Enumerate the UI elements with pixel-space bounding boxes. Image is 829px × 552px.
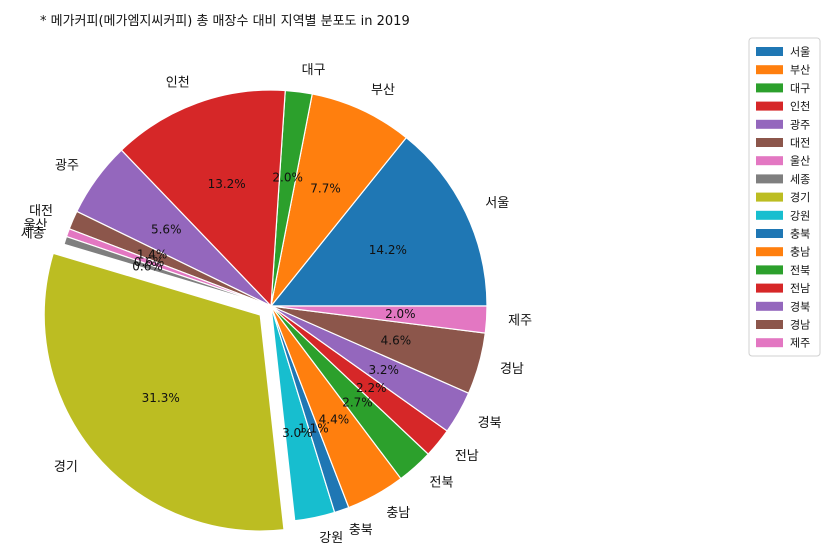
pct-label-광주: 5.6%	[151, 223, 182, 237]
slice-label-경기: 경기	[54, 460, 78, 475]
slice-label-전남: 전남	[455, 449, 479, 464]
legend-label-경북: 경북	[790, 300, 810, 313]
slice-label-대전: 대전	[29, 204, 53, 219]
pct-label-경북: 3.2%	[368, 363, 399, 377]
pct-label-세종: 0.6%	[132, 260, 163, 274]
legend-swatch-제주	[756, 338, 783, 348]
legend-swatch-광주	[756, 119, 783, 129]
pct-label-서울: 14.2%	[369, 243, 407, 257]
pct-label-충북: 1.1%	[298, 421, 329, 435]
legend-label-광주: 광주	[790, 118, 810, 131]
legend-label-울산: 울산	[790, 155, 810, 168]
legend-swatch-전북	[756, 265, 783, 275]
legend-swatch-대구	[756, 83, 783, 93]
legend-swatch-전남	[756, 283, 783, 293]
pct-label-강원: 3.0%	[282, 426, 313, 440]
pct-label-경남: 4.6%	[381, 334, 412, 348]
slice-제주	[270, 305, 488, 334]
slice-경기	[43, 252, 285, 532]
legend-label-대전: 대전	[790, 137, 810, 150]
legend-swatch-경남	[756, 320, 783, 329]
pie-slices	[43, 89, 488, 532]
legend-label-전북: 전북	[790, 264, 810, 277]
slice-label-대구: 대구	[302, 63, 326, 78]
legend-label-부산: 부산	[790, 64, 810, 77]
pct-label-부산: 7.7%	[310, 181, 341, 195]
percent-labels: 14.2% 7.7% 2.0% 13.2% 5.6% 1.4%0.6%0.6% 31.3% 3…	[132, 170, 415, 439]
legend-label-강원: 강원	[790, 209, 810, 222]
legend-swatch-울산	[756, 156, 783, 166]
slice-인천	[120, 89, 286, 308]
pct-label-전북: 2.7%	[342, 396, 373, 410]
legend-label-충북: 충북	[790, 228, 810, 241]
legend-swatch-부산	[756, 65, 783, 75]
slice-label-인천: 인천	[166, 75, 190, 90]
pct-label-전남: 2.2%	[356, 381, 387, 395]
slice-label-강원: 강원	[319, 531, 343, 546]
slice-label-전북: 전북	[430, 476, 454, 491]
slice-label-광주: 광주	[55, 159, 79, 174]
legend-label-대구: 대구	[790, 82, 810, 95]
chart-title: * 메가커피(메가엠지씨커피) 총 매장수 대비 지역별 분포도 in 2019	[40, 14, 410, 29]
legend-frame	[748, 37, 821, 357]
slice-label-경북: 경북	[478, 416, 502, 431]
legend-label-충남: 충남	[790, 246, 810, 259]
slice-부산	[270, 93, 408, 307]
legend-swatch-세종	[756, 174, 783, 184]
slice-label-충남: 충남	[386, 506, 410, 521]
legend-swatch-충북	[756, 229, 783, 238]
legend-swatch-서울	[756, 47, 783, 56]
pct-label-인천: 13.2%	[208, 177, 246, 191]
pct-label-대전: 1.4%	[137, 247, 168, 261]
legend-swatch-강원	[756, 210, 783, 220]
legend-swatch-충남	[756, 247, 783, 257]
legend-swatch-경기	[756, 192, 783, 202]
pct-label-경기: 31.3%	[142, 391, 180, 405]
legend-swatch-대전	[756, 138, 783, 147]
legend-label-전남: 전남	[790, 282, 810, 295]
legend-label-경남: 경남	[790, 319, 810, 332]
pct-label-울산: 0.6%	[134, 255, 165, 269]
legend-swatch-경북	[756, 301, 783, 311]
slice-label-세종: 세종	[21, 226, 45, 241]
legend-swatch-인천	[756, 101, 783, 111]
legend-label-세종: 세종	[790, 173, 810, 186]
slice-서울	[269, 136, 488, 307]
slice-세종	[63, 235, 272, 307]
slice-label-제주: 제주	[508, 313, 532, 328]
slice-label-경남: 경남	[500, 362, 524, 377]
pct-label-대구: 2.0%	[272, 170, 303, 184]
pct-label-제주: 2.0%	[385, 307, 416, 321]
slice-label-충북: 충북	[349, 523, 373, 538]
slice-label-울산: 울산	[24, 218, 48, 233]
slice-label-서울: 서울	[485, 196, 509, 211]
legend-label-서울: 서울	[790, 46, 810, 59]
legend-label-인천: 인천	[790, 99, 810, 113]
pct-label-충남: 4.4%	[319, 412, 350, 426]
legend-label-제주: 제주	[790, 337, 810, 350]
legend-label-경기: 경기	[790, 191, 810, 204]
slice-label-부산: 부산	[371, 83, 395, 98]
